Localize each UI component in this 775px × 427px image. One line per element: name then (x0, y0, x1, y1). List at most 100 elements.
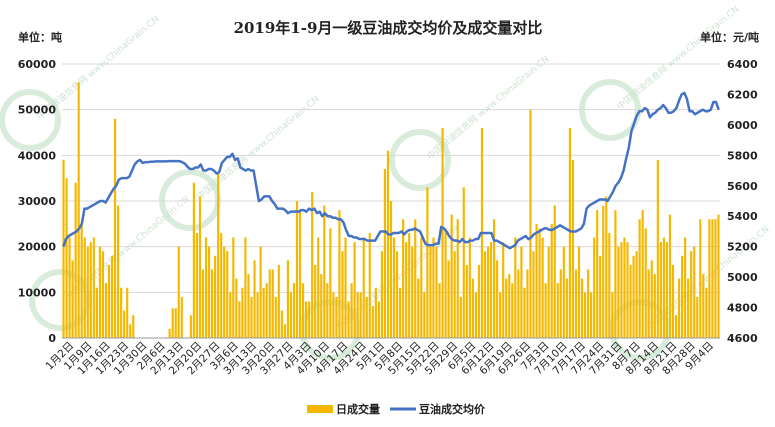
volume-bar (411, 246, 414, 338)
volume-bar (402, 219, 405, 338)
volume-bar (668, 214, 672, 338)
volume-bar (362, 237, 365, 338)
volume-bar (344, 237, 347, 338)
left-axis-unit: 单位：吨 (18, 30, 62, 44)
volume-bar (129, 324, 132, 338)
volume-bar (611, 292, 614, 338)
volume-bar (383, 169, 387, 338)
volume-bar (247, 274, 250, 338)
volume-bar (235, 278, 238, 338)
volume-bar (414, 219, 417, 338)
legend-bar-swatch (307, 405, 333, 413)
volume-bar (620, 242, 623, 338)
volume-bar (201, 269, 205, 338)
volume-bar (126, 287, 129, 338)
right-tick-label: 4800 (727, 302, 758, 315)
volume-bar (508, 274, 511, 338)
volume-bar (268, 269, 271, 338)
volume-bar (177, 246, 180, 338)
volume-bar (556, 283, 559, 338)
left-tick-label: 20000 (18, 241, 57, 254)
volume-bar (465, 264, 468, 338)
volume-bar (198, 196, 202, 338)
right-tick-label: 6200 (727, 88, 758, 101)
volume-bar (295, 201, 299, 338)
volume-bar (211, 269, 214, 338)
volume-bar (377, 301, 380, 338)
volume-bar (602, 205, 605, 338)
volume-bar (496, 260, 499, 338)
volume-bar (617, 246, 620, 338)
volume-bar (217, 173, 220, 338)
volume-bar (520, 246, 523, 338)
volume-bar (523, 287, 526, 338)
volume-bar (599, 255, 602, 338)
volume-bar (699, 219, 702, 338)
volume-bar (371, 306, 374, 338)
volume-bar (587, 269, 590, 338)
volume-bar (526, 269, 529, 338)
volume-bar (650, 260, 653, 338)
volume-bar (623, 237, 626, 338)
volume-bar (123, 310, 126, 338)
volume-bar (459, 296, 462, 338)
volume-bar (98, 246, 101, 338)
bar-series (62, 82, 720, 339)
volume-bar (83, 237, 86, 338)
volume-bar (341, 251, 344, 338)
volume-bar (590, 292, 593, 338)
volume-bar (653, 274, 656, 338)
left-tick-label: 40000 (18, 149, 57, 162)
volume-bar (77, 82, 80, 339)
volume-bar (347, 301, 350, 338)
price-line (62, 91, 720, 250)
watermark-text: 中国粮油信息网 www.ChinaGrain.CN (614, 3, 741, 112)
volume-bar (256, 292, 259, 338)
volume-bar (499, 292, 502, 338)
volume-bar (450, 214, 453, 338)
volume-bar (74, 182, 77, 338)
volume-bar (195, 232, 199, 338)
volume-bar (317, 237, 320, 338)
legend-bar-label: 日成交量 (336, 402, 380, 416)
volume-bar (86, 246, 89, 338)
volume-bar (286, 260, 289, 338)
volume-bar (204, 237, 208, 338)
volume-bar (356, 292, 359, 338)
volume-bar (271, 269, 274, 338)
volume-bar (380, 251, 383, 338)
volume-bar (192, 182, 195, 338)
volume-bar (250, 296, 253, 338)
volume-bar (65, 178, 68, 338)
volume-bar (274, 296, 277, 338)
volume-bar (502, 242, 505, 338)
volume-bar (705, 287, 708, 338)
volume-bar (562, 246, 565, 338)
left-tick-label: 0 (48, 332, 56, 345)
volume-bar (232, 237, 235, 338)
left-tick-label: 10000 (18, 286, 57, 299)
volume-bar (583, 292, 587, 338)
volume-bar (489, 242, 493, 338)
volume-bar (671, 264, 675, 338)
volume-bar (62, 159, 65, 338)
volume-bar (101, 251, 105, 338)
volume-bar (596, 210, 599, 338)
volume-bar (559, 269, 562, 338)
left-tick-label: 30000 (18, 195, 57, 208)
watermark-logo (0, 89, 61, 151)
volume-bar (693, 246, 696, 338)
left-axis-ticks: 0 10000 20000 30000 40000 50000 60000 (18, 58, 57, 345)
volume-bar (95, 287, 98, 338)
volume-bar (580, 278, 584, 338)
volume-bar (544, 283, 547, 338)
volume-bar (265, 283, 268, 338)
volume-bar (308, 301, 311, 338)
volume-bar (389, 201, 393, 338)
volume-bar (696, 296, 699, 338)
right-tick-label: 5600 (727, 180, 758, 193)
volume-bar (359, 292, 362, 338)
volume-bar (417, 278, 420, 338)
volume-bar (447, 260, 450, 338)
volume-bar (214, 255, 217, 338)
